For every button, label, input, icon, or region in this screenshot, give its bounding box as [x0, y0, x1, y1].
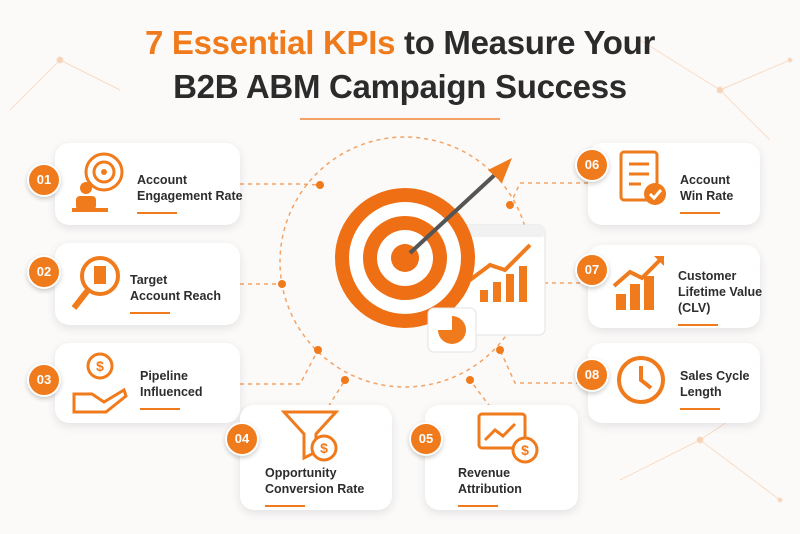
kpi-label-line: (CLV) — [678, 301, 711, 315]
kpi-label-line: Conversion Rate — [265, 482, 365, 496]
title-highlight: 7 Essential KPIs — [144, 24, 396, 61]
svg-text:$: $ — [521, 442, 529, 458]
kpi-card: $ Opportunity Conversion Rate — [240, 405, 392, 510]
kpi-label-line: Engagement Rate — [137, 189, 243, 203]
kpi-underline — [140, 408, 180, 410]
number-badge: 07 — [575, 253, 609, 287]
number-badge: 03 — [27, 363, 61, 397]
kpi-label-line: Influenced — [140, 385, 203, 399]
number-badge: 04 — [225, 422, 259, 456]
kpi-label-line: Sales Cycle — [680, 369, 750, 383]
kpi-card: Account Win Rate — [588, 143, 760, 225]
number-badge: 01 — [27, 163, 61, 197]
kpi-underline — [458, 505, 498, 507]
kpi-icon: $ — [280, 410, 340, 462]
svg-text:$: $ — [320, 440, 328, 456]
kpi-icon — [71, 256, 120, 310]
kpi-card: $ Revenue Attribution — [425, 405, 578, 510]
kpi-label-line: Opportunity — [265, 466, 337, 480]
kpi-label: Pipeline Influenced — [140, 368, 203, 400]
kpi-label: Sales Cycle Length — [680, 368, 750, 400]
kpi-label-line: Revenue — [458, 466, 511, 480]
kpi-label-line: Attribution — [458, 482, 522, 496]
kpi-underline — [680, 212, 720, 214]
kpi-label-line: Account — [680, 173, 730, 187]
kpi-label-line: Target — [130, 273, 168, 287]
title-line-1: 7 Essential KPIs to Measure Your — [0, 24, 800, 62]
kpi-icon — [72, 152, 124, 212]
kpi-underline — [680, 408, 720, 410]
kpi-label: Revenue Attribution — [458, 465, 522, 497]
svg-text:$: $ — [96, 358, 104, 374]
number-badge: 08 — [575, 358, 609, 392]
kpi-label-line: Pipeline — [140, 369, 188, 383]
kpi-card: $ Pipeline Influenced — [55, 343, 240, 423]
kpi-icon: $ — [72, 352, 128, 414]
kpi-icon — [619, 150, 666, 205]
kpi-underline — [678, 324, 718, 326]
kpi-label-line: Customer — [678, 269, 737, 283]
kpi-label-line: Length — [680, 385, 722, 399]
kpi-label-line: Account Reach — [130, 289, 221, 303]
kpi-label: Opportunity Conversion Rate — [265, 465, 364, 497]
kpi-label: Account Engagement Rate — [137, 172, 243, 204]
kpi-label-line: Account — [137, 173, 187, 187]
number-badge: 02 — [27, 255, 61, 289]
kpi-label: Account Win Rate — [680, 172, 733, 204]
kpi-icon — [612, 256, 664, 310]
kpi-label-line: Win Rate — [680, 189, 734, 203]
kpi-card: Target Account Reach — [55, 243, 240, 325]
kpi-label-line: Lifetime Value — [678, 285, 763, 299]
kpi-card: Account Engagement Rate — [55, 143, 243, 225]
kpi-label: Customer Lifetime Value (CLV) — [678, 268, 762, 316]
title-line-2: B2B ABM Campaign Success — [173, 68, 627, 105]
kpi-icon — [617, 356, 665, 404]
kpi-icon: $ — [477, 412, 539, 464]
kpi-label: Target Account Reach — [130, 272, 221, 304]
number-badge: 06 — [575, 148, 609, 182]
kpi-underline — [130, 312, 170, 314]
kpi-underline — [265, 505, 305, 507]
kpi-card: Customer Lifetime Value (CLV) — [588, 245, 762, 328]
title-rest: to Measure Your — [404, 24, 656, 61]
title-rule — [300, 118, 500, 120]
kpi-card: Sales Cycle Length — [588, 343, 760, 423]
number-badge: 05 — [409, 422, 443, 456]
kpi-underline — [137, 212, 177, 214]
